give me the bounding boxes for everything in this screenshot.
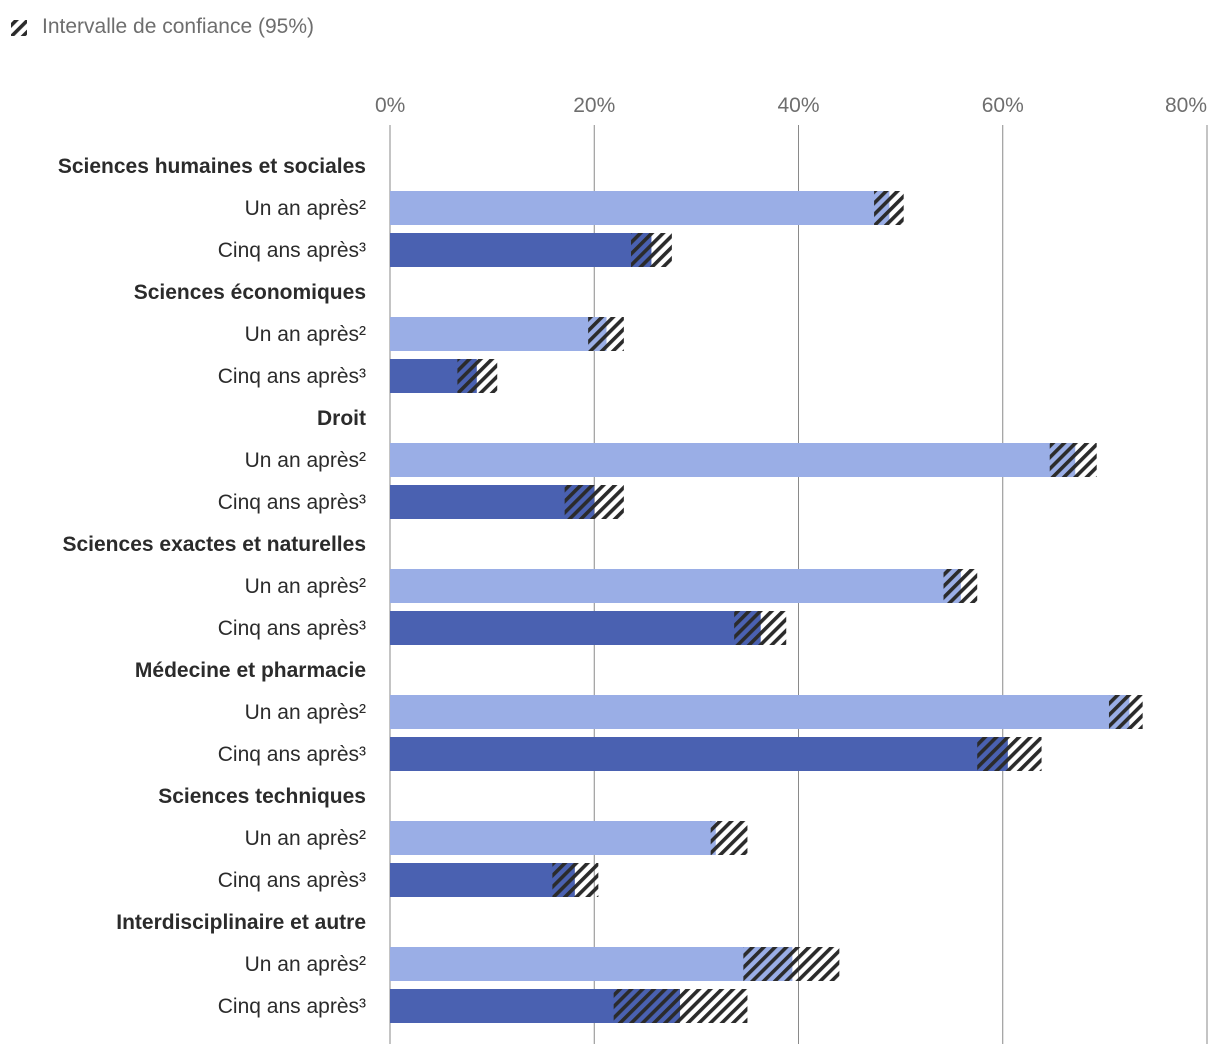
confidence-interval — [631, 233, 672, 267]
confidence-interval — [977, 737, 1042, 771]
confidence-interval — [734, 611, 787, 645]
bar — [390, 863, 575, 897]
group-label: Sciences économiques — [134, 281, 366, 304]
row-label: Un an après² — [245, 323, 366, 346]
confidence-interval-legend-swatch — [11, 20, 27, 36]
row-label: Un an après² — [245, 449, 366, 472]
group-label: Sciences exactes et naturelles — [62, 533, 366, 556]
bar — [390, 947, 793, 981]
row-label: Cinq ans après³ — [218, 491, 366, 514]
confidence-interval — [943, 569, 978, 603]
row-label: Un an après² — [245, 575, 366, 598]
group-label: Interdisciplinaire et autre — [116, 911, 366, 934]
confidence-interval — [1108, 695, 1143, 729]
bar — [390, 695, 1130, 729]
x-tick-label: 40% — [777, 94, 819, 117]
bar — [390, 233, 652, 267]
bar — [390, 485, 595, 519]
group-label: Sciences techniques — [158, 785, 366, 808]
x-tick-label: 80% — [1165, 94, 1207, 117]
bar — [390, 443, 1076, 477]
row-label: Cinq ans après³ — [218, 617, 366, 640]
confidence-interval — [457, 359, 498, 393]
x-tick-label: 20% — [573, 94, 615, 117]
row-label: Cinq ans après³ — [218, 869, 366, 892]
confidence-interval — [874, 191, 904, 225]
bar — [390, 737, 1008, 771]
row-label: Cinq ans après³ — [218, 239, 366, 262]
group-label: Médecine et pharmacie — [135, 659, 366, 682]
group-label: Droit — [317, 407, 366, 430]
confidence-interval — [710, 821, 748, 855]
confidence-interval — [1049, 443, 1097, 477]
category-labels: Sciences humaines et sociales Un an après… — [58, 155, 366, 1018]
row-label: Cinq ans après³ — [218, 365, 366, 388]
bar — [390, 317, 607, 351]
confidence-interval — [564, 485, 624, 519]
bars — [390, 191, 1143, 1023]
row-label: Un an après² — [245, 197, 366, 220]
row-label: Un an après² — [245, 827, 366, 850]
bar — [390, 191, 890, 225]
confidence-interval — [588, 317, 624, 351]
legend-label: Intervalle de confiance (95%) — [42, 15, 314, 38]
row-label: Un an après² — [245, 701, 366, 724]
x-tick-label: 60% — [982, 94, 1024, 117]
bar — [390, 611, 761, 645]
bar — [390, 569, 961, 603]
row-label: Cinq ans après³ — [218, 995, 366, 1018]
x-tick-label: 0% — [375, 94, 405, 117]
bar — [390, 821, 716, 855]
row-label: Un an après² — [245, 953, 366, 976]
confidence-interval — [613, 989, 748, 1023]
legend: Intervalle de confiance (95%) — [11, 15, 314, 38]
x-axis-ticks: 0% 20% 40% 60% 80% — [375, 94, 1207, 117]
confidence-interval — [552, 863, 599, 897]
row-label: Cinq ans après³ — [218, 743, 366, 766]
confidence-interval — [743, 947, 840, 981]
group-label: Sciences humaines et sociales — [58, 155, 366, 178]
